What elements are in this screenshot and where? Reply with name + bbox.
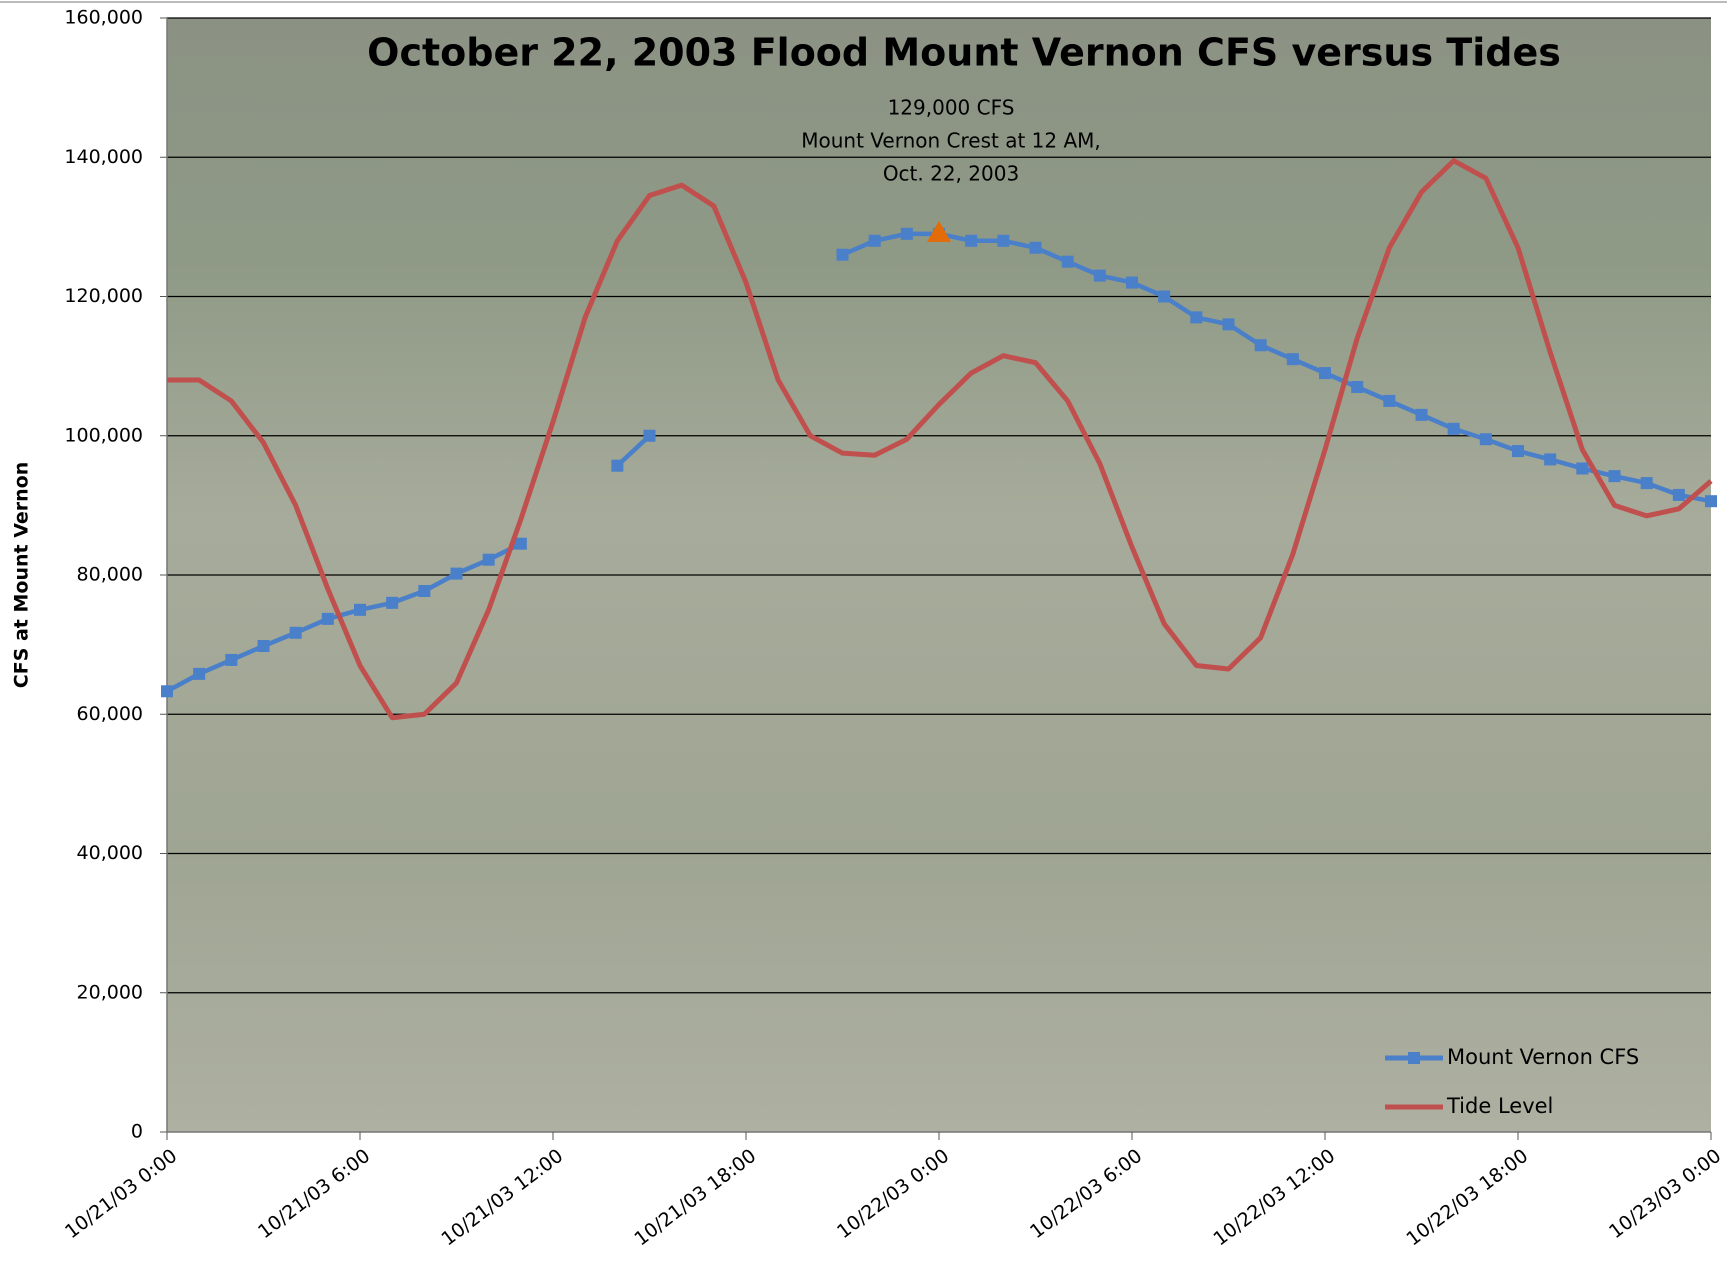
y-tick-label: 120,000 [64,285,143,307]
y-tick-label: 20,000 [77,981,143,1003]
x-tick-label: 10/22/03 6:00 [1026,1145,1146,1243]
data-point [161,685,173,697]
data-point [1705,495,1717,507]
data-point [611,460,623,472]
chart-title: October 22, 2003 Flood Mount Vernon CFS … [367,31,1561,75]
legend-label: Mount Vernon CFS [1447,1045,1639,1069]
y-tick-label: 40,000 [77,842,143,864]
data-point [322,613,334,625]
legend-label: Tide Level [1446,1094,1553,1118]
data-point [1190,311,1202,323]
data-point [1158,291,1170,303]
legend-marker [1408,1052,1420,1064]
data-point [418,585,430,597]
data-point [1287,353,1299,365]
data-point [1641,477,1653,489]
data-point [1030,242,1042,254]
y-tick-label: 100,000 [64,424,143,446]
y-tick-label: 0 [131,1121,143,1143]
data-point [1094,270,1106,282]
x-tick-label: 10/21/03 12:00 [437,1145,567,1251]
data-point [1319,367,1331,379]
x-tick-label: 10/22/03 0:00 [833,1145,953,1243]
data-point [1544,453,1556,465]
data-point [1351,381,1363,393]
page: {"chart_data": {"type": "line", "title":… [0,0,1727,1287]
data-point [1255,339,1267,351]
data-point [483,554,495,566]
data-point [997,235,1009,247]
data-point [1062,256,1074,268]
data-point [1576,462,1588,474]
data-point [225,654,237,666]
annotation-text: Oct. 22, 2003 [883,162,1019,186]
data-point [1383,395,1395,407]
data-point [1223,318,1235,330]
data-point [1416,409,1428,421]
data-point [901,228,913,240]
data-point [965,235,977,247]
data-point [1673,489,1685,501]
x-tick-label: 10/23/03 0:00 [1605,1145,1725,1243]
annotation-text: 129,000 CFS [888,96,1015,120]
data-point [1609,470,1621,482]
x-tick-label: 10/21/03 0:00 [61,1145,181,1243]
data-point [290,627,302,639]
data-point [1512,445,1524,457]
data-point [1480,433,1492,445]
chart: October 22, 2003 Flood Mount Vernon CFS … [0,0,1727,1287]
data-point [515,538,527,550]
data-point [386,597,398,609]
data-point [258,640,270,652]
x-tick-label: 10/21/03 18:00 [630,1145,760,1251]
data-point [1448,423,1460,435]
y-axis-label: CFS at Mount Vernon [11,462,33,688]
data-point [869,235,881,247]
x-tick-label: 10/22/03 18:00 [1402,1145,1532,1251]
data-point [1126,277,1138,289]
x-tick-label: 10/21/03 6:00 [254,1145,374,1243]
y-tick-label: 80,000 [77,564,143,586]
data-point [837,249,849,261]
data-point [193,668,205,680]
y-tick-label: 140,000 [64,146,143,168]
y-tick-label: 60,000 [77,703,143,725]
data-point [354,604,366,616]
data-point [644,430,656,442]
y-tick-label: 160,000 [64,7,143,29]
x-tick-label: 10/22/03 12:00 [1209,1145,1339,1251]
annotation-text: Mount Vernon Crest at 12 AM, [801,129,1101,153]
data-point [451,568,463,580]
